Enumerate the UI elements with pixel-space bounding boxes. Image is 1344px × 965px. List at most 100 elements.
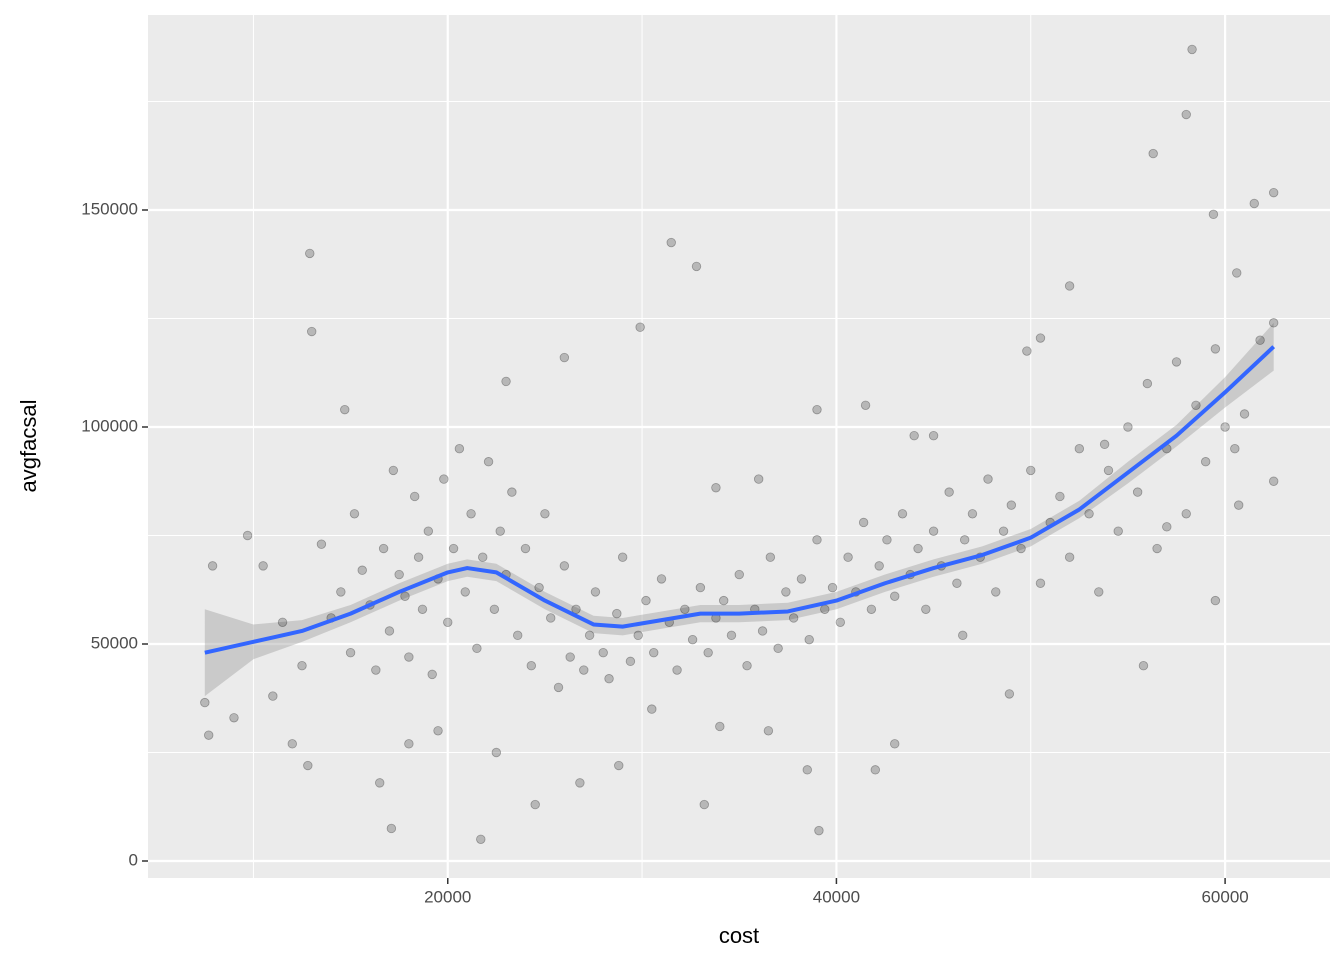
point bbox=[691, 261, 702, 272]
point bbox=[913, 543, 923, 554]
point bbox=[666, 237, 676, 248]
point bbox=[802, 765, 812, 775]
point bbox=[617, 552, 628, 562]
point bbox=[656, 574, 667, 584]
point bbox=[614, 760, 624, 771]
point bbox=[649, 647, 659, 658]
point bbox=[495, 526, 505, 536]
point bbox=[734, 569, 744, 580]
point bbox=[303, 760, 313, 771]
point bbox=[1230, 444, 1240, 454]
point bbox=[375, 778, 385, 788]
point bbox=[866, 604, 877, 614]
point bbox=[277, 617, 288, 628]
point bbox=[952, 578, 962, 588]
point bbox=[423, 526, 434, 536]
point bbox=[944, 487, 954, 497]
y-tick-label: 150000 bbox=[81, 199, 138, 218]
point bbox=[804, 634, 814, 645]
point bbox=[427, 669, 437, 680]
point bbox=[413, 552, 424, 562]
x-tick-label: 40000 bbox=[813, 887, 860, 906]
point bbox=[268, 691, 278, 701]
point bbox=[796, 574, 807, 584]
point bbox=[1006, 500, 1017, 510]
point bbox=[827, 582, 838, 593]
confidence-band bbox=[204, 322, 1274, 697]
point bbox=[1234, 500, 1244, 510]
point bbox=[439, 474, 449, 484]
point bbox=[371, 665, 381, 675]
point bbox=[909, 430, 919, 441]
point bbox=[526, 661, 537, 671]
point bbox=[287, 739, 297, 749]
point bbox=[1152, 543, 1162, 554]
point bbox=[959, 535, 970, 545]
point bbox=[835, 617, 846, 628]
x-tick-label: 20000 bbox=[424, 887, 471, 906]
point bbox=[404, 739, 414, 749]
y-tick-label: 0 bbox=[129, 850, 138, 869]
point bbox=[476, 834, 486, 845]
point bbox=[860, 400, 871, 411]
point bbox=[1022, 346, 1032, 356]
point bbox=[703, 647, 713, 658]
point bbox=[454, 444, 465, 454]
point bbox=[633, 630, 643, 641]
point bbox=[983, 474, 993, 484]
y-axis-title: avgfacsal bbox=[16, 400, 41, 493]
point bbox=[460, 587, 470, 597]
point bbox=[757, 626, 768, 636]
point bbox=[575, 778, 585, 788]
point bbox=[1249, 198, 1259, 209]
point bbox=[612, 608, 622, 619]
grid bbox=[148, 15, 1330, 878]
point bbox=[417, 604, 428, 614]
point bbox=[1208, 209, 1219, 220]
smooth-line bbox=[204, 345, 1276, 655]
point bbox=[1138, 661, 1149, 671]
point bbox=[1181, 509, 1191, 519]
point bbox=[812, 404, 822, 415]
point bbox=[404, 652, 414, 662]
point bbox=[378, 543, 389, 554]
point bbox=[1142, 378, 1153, 389]
point bbox=[1232, 268, 1242, 278]
point bbox=[297, 661, 307, 671]
point bbox=[1064, 281, 1075, 291]
point bbox=[695, 582, 706, 593]
point bbox=[672, 665, 682, 675]
point bbox=[384, 626, 395, 636]
point bbox=[1268, 318, 1279, 328]
point bbox=[699, 799, 709, 810]
point bbox=[715, 721, 725, 732]
point bbox=[928, 430, 939, 441]
point bbox=[1148, 148, 1158, 159]
point bbox=[357, 565, 367, 575]
point bbox=[1171, 357, 1182, 367]
point bbox=[340, 404, 350, 415]
point bbox=[1113, 526, 1123, 536]
point bbox=[1210, 595, 1221, 606]
point bbox=[598, 647, 608, 658]
point bbox=[200, 697, 210, 708]
panel bbox=[148, 15, 1330, 878]
point bbox=[1181, 109, 1191, 120]
point bbox=[635, 322, 645, 332]
point bbox=[307, 326, 317, 337]
point bbox=[400, 591, 410, 601]
point bbox=[242, 530, 253, 541]
point bbox=[534, 582, 544, 593]
point bbox=[958, 630, 968, 641]
point bbox=[559, 561, 570, 571]
point bbox=[1162, 522, 1172, 532]
point bbox=[773, 643, 783, 654]
point bbox=[843, 552, 853, 562]
point bbox=[448, 543, 459, 554]
point bbox=[491, 747, 502, 758]
point bbox=[882, 535, 892, 545]
point bbox=[565, 652, 575, 662]
point bbox=[472, 643, 482, 654]
point bbox=[229, 713, 239, 723]
point bbox=[540, 509, 550, 519]
